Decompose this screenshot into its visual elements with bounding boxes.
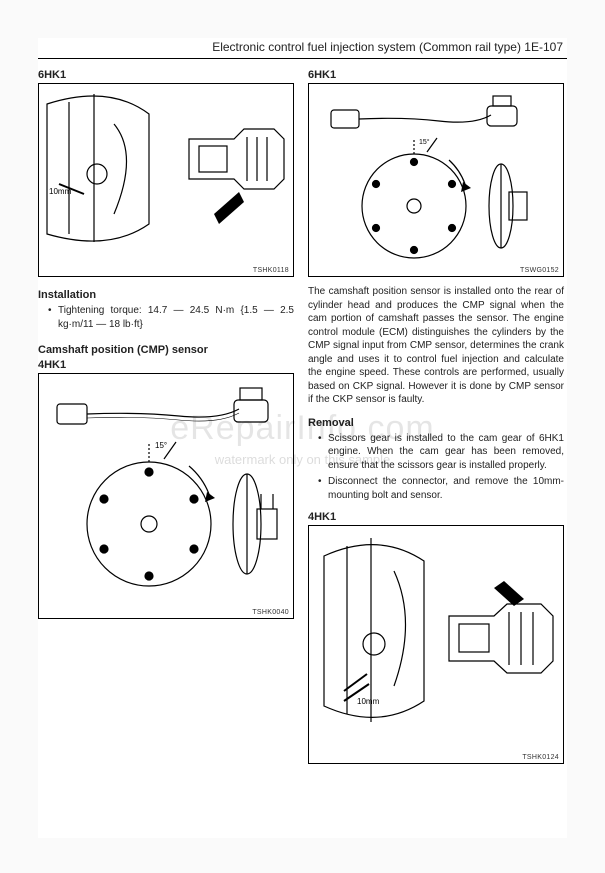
figure-id: TSHK0124 [522, 754, 559, 761]
cmp-sensor-heading: Camshaft position (CMP) sensor [38, 344, 294, 356]
removal-heading: Removal [308, 417, 564, 429]
figure-6hk1-cmp: 15° TSWG0152 [308, 83, 564, 277]
page-header: Electronic control fuel injection system… [38, 38, 567, 59]
engine-label-4hk1-right: 4HK1 [308, 511, 564, 523]
engine-label-right: 6HK1 [308, 69, 564, 81]
diagram-6hk1-install: 10mm [39, 84, 293, 276]
svg-text:10mm: 10mm [49, 187, 72, 196]
diagram-4hk1-removal: 10mm [309, 526, 563, 763]
svg-text:15°: 15° [155, 441, 167, 450]
svg-text:15°: 15° [419, 138, 430, 146]
engine-label-left: 6HK1 [38, 69, 294, 81]
figure-id: TSHK0118 [253, 267, 289, 274]
engine-label-4hk1-left: 4HK1 [38, 359, 294, 371]
disconnect-note: Disconnect the connector, and remove the… [320, 475, 564, 502]
two-column-layout: 6HK1 10mm [38, 69, 567, 772]
left-column: 6HK1 10mm [38, 69, 294, 772]
page: Electronic control fuel injection system… [38, 38, 567, 838]
right-column: 6HK1 [308, 69, 564, 772]
figure-id: TSHK0040 [252, 609, 289, 616]
scissors-gear-note: Scissors gear is installed to the cam ge… [320, 432, 564, 473]
torque-spec: Tightening torque: 14.7 — 24.5 N·m {1.5 … [50, 304, 294, 331]
installation-list: Tightening torque: 14.7 — 24.5 N·m {1.5 … [38, 304, 294, 334]
figure-6hk1-sensor: 10mm TSHK0118 [38, 83, 294, 277]
svg-text:10mm: 10mm [357, 697, 380, 706]
figure-id: TSWG0152 [520, 267, 559, 274]
figure-4hk1-cmp: 15° TSHK0040 [38, 373, 294, 619]
diagram-6hk1-cmp: 15° [309, 84, 563, 276]
installation-heading: Installation [38, 289, 294, 301]
removal-list: Scissors gear is installed to the cam ge… [308, 432, 564, 506]
figure-4hk1-removal: 10mm TSHK0124 [308, 525, 564, 764]
diagram-4hk1-cmp: 15° [39, 374, 293, 618]
cmp-description: The camshaft position sensor is installe… [308, 285, 564, 407]
